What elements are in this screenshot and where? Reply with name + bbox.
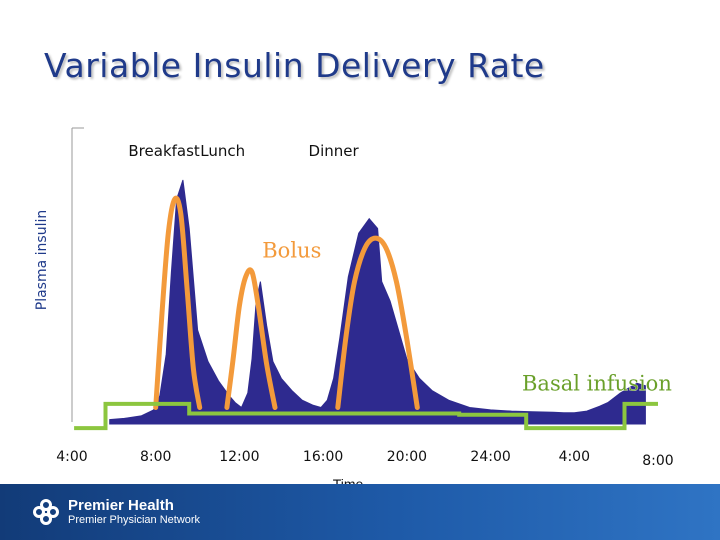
chart-axes xyxy=(71,127,84,422)
bolus-annotation-label: Bolus xyxy=(262,238,321,262)
brand-name: Premier Health xyxy=(68,496,174,514)
basal-annotation-label: Basal infusion xyxy=(522,372,672,396)
premier-health-logo: Premier Health Premier Physician Network xyxy=(32,492,200,532)
x-tick-label: 4:00 xyxy=(56,449,87,465)
bolus-curve-2 xyxy=(224,267,278,410)
bolus-curve-1 xyxy=(153,195,203,410)
bolus-layer xyxy=(153,195,420,410)
x-tick-label: 4:00 xyxy=(559,449,590,465)
x-tick-label: 16:00 xyxy=(303,449,343,465)
x-tick-label: 24:00 xyxy=(470,449,510,465)
plasma-insulin-area xyxy=(109,179,646,425)
meal-label-lunch: Lunch xyxy=(200,142,245,160)
meal-label-breakfast: Breakfast xyxy=(128,142,200,160)
footer-bar xyxy=(0,484,720,540)
basal-infusion-line xyxy=(74,401,658,431)
meal-label-dinner: Dinner xyxy=(309,142,360,160)
x-tick-label: 8:00 xyxy=(642,453,673,469)
bolus-curve-3 xyxy=(335,235,420,410)
plasma-layer xyxy=(109,179,646,425)
x-tick-label: 12:00 xyxy=(219,449,259,465)
slide-title: Variable Insulin Delivery Rate xyxy=(44,46,545,85)
premier-health-cross-icon xyxy=(33,499,59,525)
x-tick-label: 8:00 xyxy=(140,449,171,465)
y-axis-label: Plasma insulin xyxy=(34,210,50,310)
x-tick-label: 20:00 xyxy=(387,449,427,465)
chart-labels: Plasma insulin 4:00 8:00 12:00 16:00 20:00 24:… xyxy=(34,142,674,492)
basal-layer xyxy=(74,401,658,431)
brand-subtitle: Premier Physician Network xyxy=(68,514,201,527)
